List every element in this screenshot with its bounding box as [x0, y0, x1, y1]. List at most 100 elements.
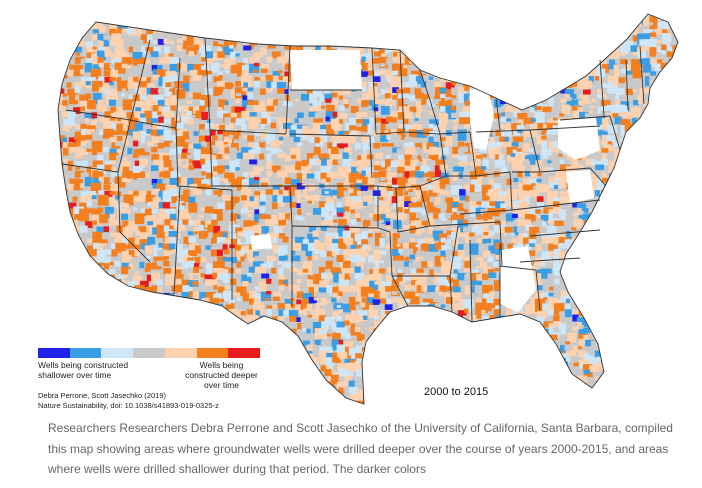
county-cell	[210, 116, 219, 124]
county-cell	[242, 292, 252, 302]
county-cell	[283, 268, 291, 277]
county-cell	[408, 129, 417, 138]
county-cell	[73, 65, 83, 76]
county-cell	[553, 268, 560, 276]
county-cell	[284, 316, 296, 329]
county-cell	[589, 346, 598, 354]
county-cell	[488, 272, 497, 278]
county-cell	[157, 111, 162, 116]
county-cell	[216, 249, 223, 256]
county-cell	[169, 32, 177, 42]
county-cell	[320, 334, 328, 342]
county-cell	[253, 224, 265, 235]
county-cell	[331, 251, 337, 256]
county-cell	[205, 279, 212, 286]
county-cell	[282, 262, 291, 272]
county-cell	[223, 142, 228, 145]
county-cell	[183, 131, 190, 140]
county-cell	[336, 182, 348, 192]
county-cell	[75, 46, 82, 53]
county-cell	[336, 321, 345, 331]
county-cell	[398, 124, 404, 128]
county-cell	[463, 256, 470, 263]
county-cell	[183, 189, 191, 197]
county-cell	[237, 238, 242, 245]
county-cell	[103, 82, 111, 90]
county-cell	[104, 190, 113, 198]
county-cell	[410, 268, 419, 277]
county-cell	[326, 159, 336, 170]
county-cell	[386, 298, 396, 306]
county-cell	[213, 190, 222, 198]
county-cell	[128, 166, 135, 171]
county-cell	[379, 170, 388, 182]
county-cell	[315, 160, 321, 164]
county-cell	[236, 261, 245, 268]
county-cell	[565, 304, 576, 315]
county-cell	[240, 311, 246, 316]
county-cell	[105, 118, 115, 128]
county-cell	[397, 112, 405, 120]
county-cell	[182, 33, 188, 40]
county-cell	[151, 201, 161, 209]
county-cell	[524, 219, 532, 228]
county-cell	[176, 224, 184, 232]
county-cell	[536, 196, 544, 202]
county-cell	[223, 105, 232, 113]
county-cell	[354, 130, 360, 137]
county-cell	[205, 51, 214, 58]
county-cell	[60, 105, 66, 112]
county-cell	[165, 70, 176, 79]
county-cell	[595, 164, 604, 170]
county-cell	[614, 95, 619, 100]
county-cell	[198, 135, 208, 143]
county-cell	[594, 160, 601, 166]
county-cell	[73, 179, 83, 190]
county-cell	[572, 345, 578, 353]
county-cell	[379, 45, 387, 55]
county-cell	[470, 286, 478, 295]
county-cell	[523, 178, 534, 190]
county-cell	[415, 70, 427, 80]
county-cell	[236, 152, 245, 159]
county-cell	[234, 106, 246, 117]
county-cell	[504, 227, 513, 233]
county-cell	[459, 111, 467, 119]
county-cell	[410, 196, 418, 202]
county-cell	[276, 238, 283, 244]
county-cell	[133, 190, 140, 197]
county-cell	[146, 191, 151, 197]
county-cell	[224, 285, 230, 290]
county-cell	[493, 309, 500, 316]
county-cell	[422, 177, 431, 183]
county-cell	[367, 64, 375, 73]
county-cell	[313, 357, 319, 364]
county-cell	[324, 87, 331, 95]
county-cell	[553, 207, 562, 217]
county-cell	[331, 178, 342, 188]
county-cell	[259, 256, 265, 261]
county-cell	[248, 266, 257, 273]
county-cell	[572, 106, 583, 114]
county-cell	[541, 154, 548, 162]
county-cell	[505, 310, 516, 318]
county-cell	[313, 146, 321, 155]
county-cell	[373, 273, 382, 281]
county-cell	[411, 147, 418, 155]
county-cell	[546, 111, 551, 117]
county-cell	[289, 129, 300, 143]
county-cell	[157, 287, 162, 293]
county-cell	[183, 236, 192, 248]
county-cell	[74, 82, 82, 91]
county-cell	[102, 135, 107, 139]
county-cell	[344, 147, 352, 155]
county-cell	[548, 182, 557, 188]
county-cell	[229, 147, 237, 153]
county-cell	[325, 98, 332, 103]
county-cell	[86, 194, 97, 203]
county-cell	[588, 202, 594, 208]
county-cell	[391, 117, 397, 123]
county-cell	[181, 71, 189, 78]
county-cell	[174, 269, 184, 275]
county-cell	[559, 164, 571, 174]
